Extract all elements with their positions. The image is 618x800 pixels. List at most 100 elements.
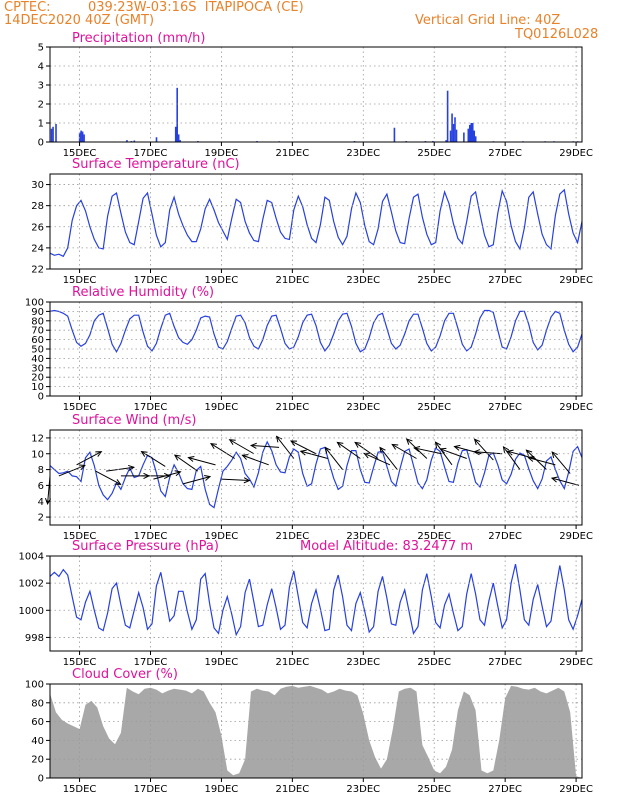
humidity-ytick-label: 40 (31, 354, 44, 365)
precipitation-bar (470, 123, 473, 142)
pressure-xtick-label: 17DEC (134, 657, 168, 668)
precipitation-xtick-label: 25DEC (417, 148, 451, 159)
precipitation-bar (468, 124, 471, 142)
wind-vector-head (527, 455, 535, 462)
pressure-line (49, 563, 583, 637)
precipitation-bar (463, 132, 465, 142)
wind-vector (550, 476, 580, 486)
wind-vector (182, 474, 212, 485)
temperature-ytick-label: 26 (31, 222, 44, 233)
precipitation-bar (455, 129, 458, 142)
wind-vector (106, 464, 136, 472)
cloud-cover-area (50, 685, 582, 778)
wind-vector-shaft (188, 457, 216, 466)
wind-vector (228, 439, 255, 455)
wind-vector-head (174, 470, 182, 477)
wind-vector (413, 446, 442, 455)
precipitation-bar (393, 127, 396, 142)
wind-ytick-label: 12 (31, 433, 44, 444)
wind-xtick-label: 23DEC (346, 531, 380, 542)
precipitation-bar (474, 136, 477, 142)
humidity-ytick-label: 0 (38, 392, 44, 403)
humidity-xtick-label: 29DEC (559, 402, 593, 413)
pressure-ytick-label: 998 (25, 633, 44, 644)
temperature-frame (49, 173, 583, 270)
wind-vector-shaft (551, 451, 571, 474)
precipitation-bar (467, 128, 470, 142)
humidity-xtick-label: 27DEC (488, 402, 522, 413)
precipitation-frame (49, 46, 583, 143)
wind-vector-shaft (503, 446, 521, 470)
precipitation-ytick-label: 3 (38, 81, 44, 92)
pressure-xtick-label: 23DEC (346, 657, 380, 668)
header-run-time: 14DEC2020 40Z (GMT) (4, 13, 155, 28)
pressure-xtick-label: 19DEC (205, 657, 239, 668)
wind-vector-head (173, 454, 181, 461)
wind-vector-shaft (76, 451, 102, 466)
humidity-ytick-label: 100 (25, 298, 44, 309)
wind-ytick-label: 8 (38, 465, 44, 476)
wind-ytick-label: 4 (38, 497, 44, 508)
humidity-ytick-label: 60 (31, 335, 44, 346)
cloud-cover-ytick-label: 20 (31, 755, 44, 766)
cloud-cover-ytick-label: 40 (31, 736, 44, 747)
humidity-xtick-label: 23DEC (346, 402, 380, 413)
wind-vector (221, 477, 251, 484)
wind-vector-shaft (174, 454, 199, 472)
wind-vector-shaft (440, 448, 467, 459)
cloud-cover-frame (49, 683, 583, 779)
humidity-xtick-label: 15DEC (63, 402, 97, 413)
wind-vector (473, 438, 494, 461)
precipitation-bar (179, 140, 181, 142)
wind-ytick-label: 2 (38, 513, 44, 524)
cloud-cover-ytick-label: 80 (31, 698, 44, 709)
wind-vector (551, 451, 571, 474)
cloud-cover-xtick-label: 19DEC (205, 784, 239, 795)
wind-vector-shaft (276, 436, 295, 459)
pressure-xtick-label: 29DEC (559, 657, 593, 668)
wind-vector (391, 443, 417, 459)
humidity-ytick-label: 20 (31, 373, 44, 384)
cloud-cover-ytick-label: 60 (31, 717, 44, 728)
cloud-cover-xtick-label: 29DEC (559, 784, 593, 795)
pressure-ytick-label: 1000 (19, 606, 44, 617)
wind-vector (502, 446, 521, 470)
temperature-line (49, 188, 583, 258)
wind-vector-shaft (454, 446, 482, 455)
wind-vector-shaft (474, 451, 503, 455)
temperature-ytick-label: 30 (31, 180, 44, 191)
precipitation-bar (83, 134, 85, 142)
pressure-ytick-label: 1004 (19, 552, 44, 563)
humidity-xtick-label: 19DEC (205, 402, 239, 413)
header-code: TQ0126L028 (515, 27, 599, 42)
wind-vector-head (299, 449, 307, 456)
precipitation-ytick-label: 4 (38, 62, 44, 73)
wind-vector-shaft (95, 470, 121, 485)
precipitation-title: Precipitation (mm/h) (72, 31, 205, 46)
wind-vector-shaft (391, 444, 417, 459)
wind-vector-head (243, 477, 251, 484)
wind-vector-shaft (528, 457, 556, 466)
humidity-ytick-label: 90 (31, 307, 44, 318)
humidity-ytick-label: 50 (31, 345, 44, 356)
precipitation-xtick-label: 27DEC (488, 148, 522, 159)
temperature-panel: Surface Temperature (nC) 22 24 26 28 30 15DEC 1… (31, 157, 593, 286)
precipitation-bar (50, 128, 53, 142)
wind-vector-head (164, 472, 171, 479)
humidity-title: Relative Humidity (%) (72, 285, 214, 300)
temperature-ytick-label: 22 (31, 265, 44, 276)
wind-vector-shaft (364, 452, 391, 466)
wind-vector (241, 454, 269, 466)
wind-vector-shaft (354, 442, 379, 459)
wind-vector-shaft (290, 440, 317, 455)
precipitation-ytick-label: 0 (38, 138, 44, 149)
wind-vector-shaft (300, 450, 328, 459)
cloud-cover-xtick-label: 23DEC (346, 784, 380, 795)
humidity-frame (49, 301, 583, 397)
precipitation-ytick-label: 1 (38, 119, 44, 130)
precipitation-panel: Precipitation (mm/h) 0 1 2 3 4 5 15DEC 17DEC 19DE… (38, 31, 593, 159)
wind-vector (76, 451, 103, 466)
wind-vector-head (114, 479, 122, 485)
precipitation-bar (126, 140, 128, 142)
wind-vector-head (405, 438, 413, 445)
